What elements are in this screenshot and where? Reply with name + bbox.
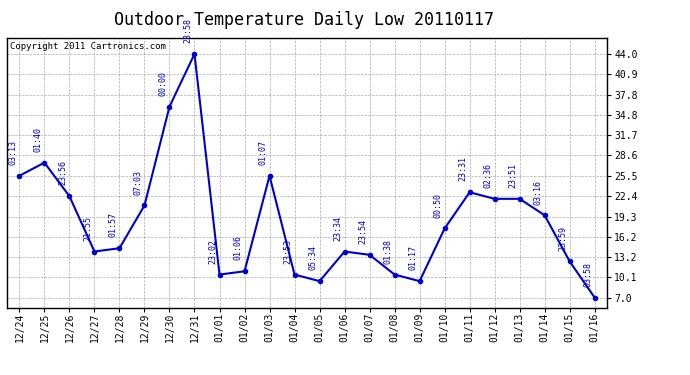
Text: 01:17: 01:17 — [409, 245, 418, 270]
Text: 01:57: 01:57 — [109, 212, 118, 237]
Text: Outdoor Temperature Daily Low 20110117: Outdoor Temperature Daily Low 20110117 — [114, 11, 493, 29]
Text: 23:59: 23:59 — [559, 226, 568, 251]
Text: 23:54: 23:54 — [359, 219, 368, 244]
Text: 07:03: 07:03 — [134, 170, 143, 195]
Text: 00:00: 00:00 — [159, 71, 168, 96]
Text: 23:58: 23:58 — [184, 18, 193, 43]
Text: 01:06: 01:06 — [234, 236, 243, 261]
Text: 23:31: 23:31 — [459, 156, 468, 182]
Text: 00:50: 00:50 — [434, 193, 443, 217]
Text: 23:02: 23:02 — [209, 239, 218, 264]
Text: 01:40: 01:40 — [34, 127, 43, 152]
Text: 21:55: 21:55 — [83, 216, 92, 241]
Text: Copyright 2011 Cartronics.com: Copyright 2011 Cartronics.com — [10, 42, 166, 51]
Text: 01:38: 01:38 — [384, 239, 393, 264]
Text: 23:56: 23:56 — [59, 160, 68, 185]
Text: 23:53: 23:53 — [284, 239, 293, 264]
Text: 05:34: 05:34 — [309, 245, 318, 270]
Text: 02:36: 02:36 — [484, 163, 493, 188]
Text: 03:16: 03:16 — [534, 180, 543, 204]
Text: 03:13: 03:13 — [9, 140, 18, 165]
Text: 23:51: 23:51 — [509, 163, 518, 188]
Text: 03:58: 03:58 — [584, 262, 593, 287]
Text: 01:07: 01:07 — [259, 140, 268, 165]
Text: 23:34: 23:34 — [334, 216, 343, 241]
